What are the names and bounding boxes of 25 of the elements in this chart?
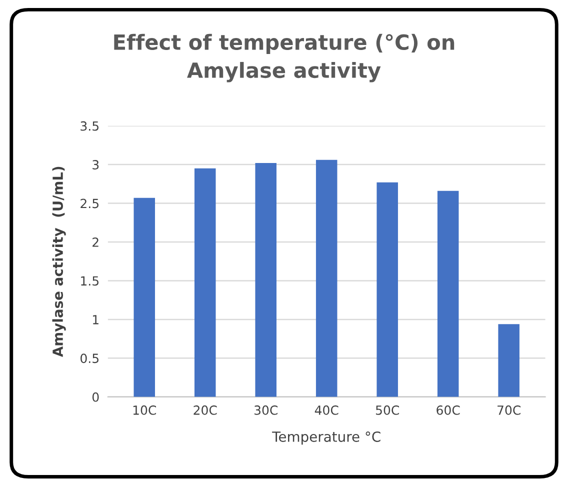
bar [134, 198, 155, 397]
x-tick-label: 10C [133, 405, 156, 415]
bar [255, 163, 276, 397]
x-axis-title: Temperature °C [272, 431, 380, 445]
y-tick-label: 1 [93, 315, 98, 324]
x-tick-label: 70C [498, 405, 520, 415]
y-tick-label: 3.5 [80, 121, 98, 131]
y-tick-label: 1.5 [81, 276, 98, 286]
y-tick-label: 2 [92, 237, 98, 247]
y-axis-title: Amylase activity (U/mL) [52, 166, 66, 358]
bar [376, 182, 398, 397]
bar [316, 160, 338, 397]
bar [194, 168, 216, 397]
bar [437, 190, 459, 397]
x-tick-label: 20C [194, 405, 217, 415]
x-tick-label: 50C [376, 405, 399, 415]
x-tick-label: 60C [436, 405, 460, 415]
bar [498, 324, 520, 397]
y-tick-label: 3 [92, 160, 99, 170]
x-tick-label: 30C [254, 405, 278, 415]
y-tick-label: 0.5 [80, 354, 98, 364]
y-tick-label: 0 [92, 392, 99, 402]
x-tick-label: 40C [314, 405, 338, 415]
y-tick-label: 2.5 [80, 198, 98, 208]
chart-title: Effect of temperature (°C) on Amylase activity [114, 34, 454, 82]
